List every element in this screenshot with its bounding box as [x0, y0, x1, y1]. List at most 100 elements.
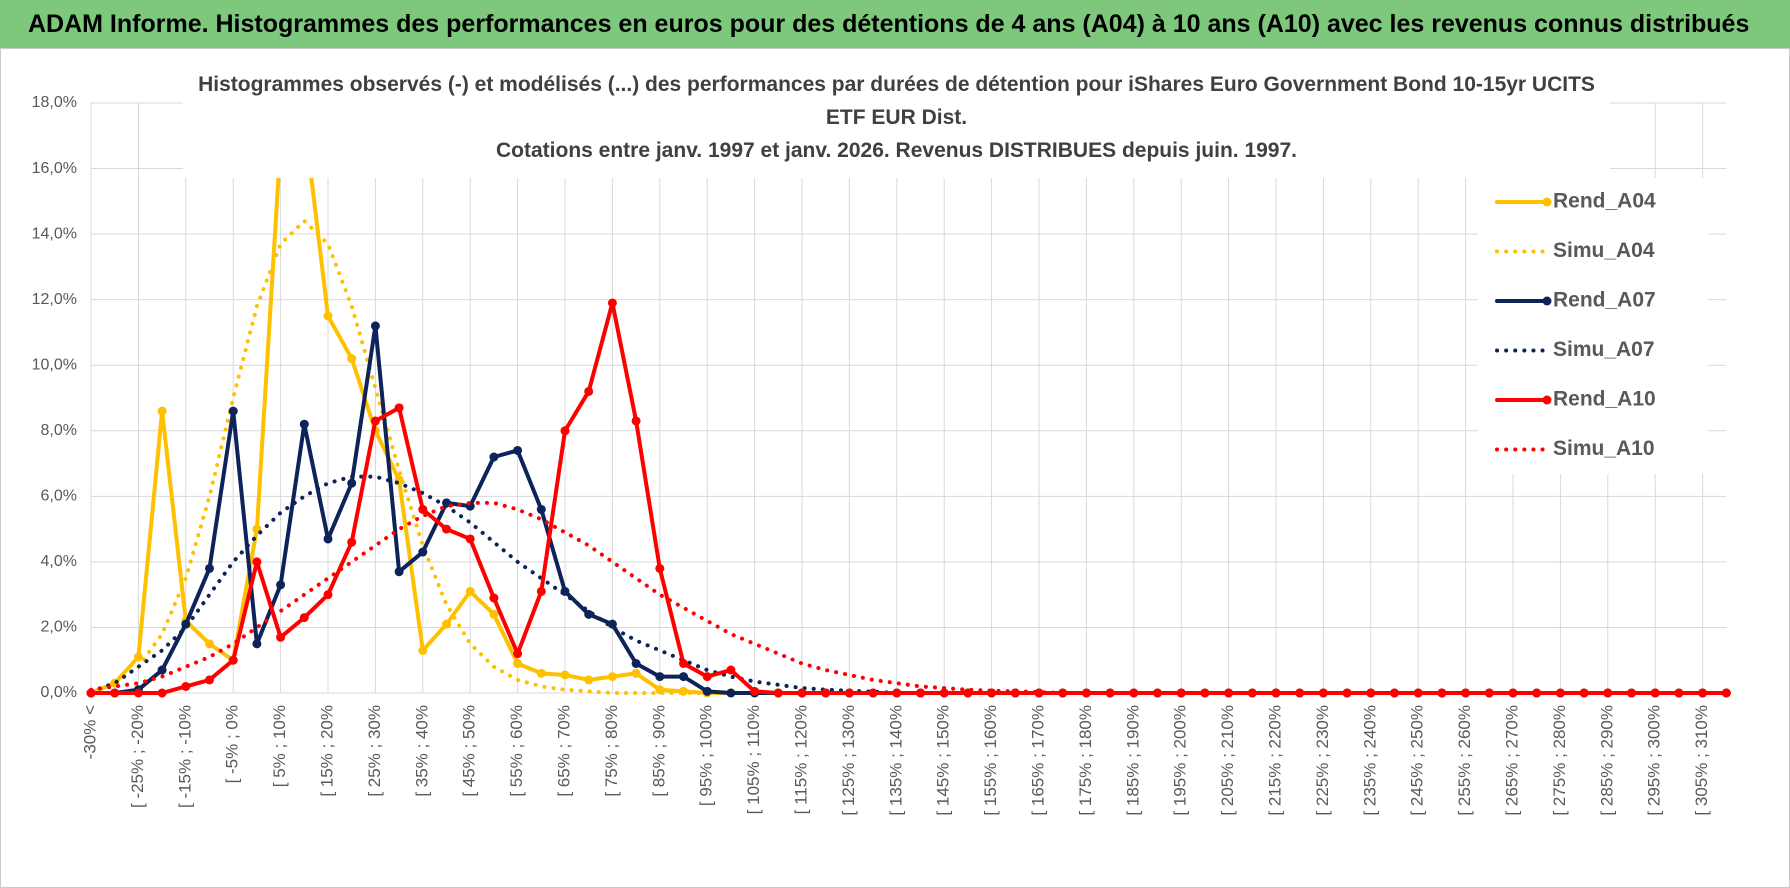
data-point — [205, 563, 214, 573]
data-point — [86, 688, 96, 698]
data-point — [205, 675, 214, 685]
data-point — [1342, 688, 1352, 698]
data-point — [892, 688, 902, 698]
y-tick-label: 16,0% — [32, 160, 77, 177]
x-tick-label: [ 105% ; 110% — [744, 705, 763, 814]
data-point — [133, 652, 143, 662]
data-point — [323, 590, 333, 600]
data-point — [513, 649, 523, 659]
data-point — [276, 632, 286, 642]
x-tick-label: [ 295% ; 300% — [1645, 705, 1664, 816]
chart-subtitle: Cotations entre janv. 1997 et janv. 2026… — [496, 139, 1297, 162]
data-point — [868, 688, 878, 698]
y-tick-label: 8,0% — [41, 422, 77, 439]
data-point — [1698, 688, 1708, 698]
data-point — [536, 586, 546, 596]
data-point — [679, 672, 688, 682]
data-point — [560, 670, 570, 680]
data-point — [133, 688, 143, 698]
data-point — [773, 688, 783, 698]
x-tick-label: [ 255% ; 260% — [1455, 705, 1474, 816]
data-point — [607, 672, 617, 682]
data-point — [489, 452, 499, 462]
data-point — [939, 688, 949, 698]
data-point — [418, 645, 428, 655]
x-tick-label: [ 25% ; 30% — [365, 705, 384, 797]
data-point — [1579, 688, 1589, 698]
data-point — [1627, 688, 1636, 698]
y-tick-label: 6,0% — [41, 488, 77, 505]
data-point — [370, 416, 380, 426]
data-point — [584, 386, 594, 396]
data-point — [252, 557, 262, 567]
data-point — [536, 504, 546, 514]
series-line — [89, 500, 1729, 695]
x-tick-label: -30% < — [80, 705, 99, 759]
y-tick-label: 12,0% — [32, 291, 77, 308]
y-tick-label: 14,0% — [32, 225, 77, 242]
series-line — [89, 474, 1729, 695]
x-tick-label: [ 305% ; 310% — [1692, 705, 1711, 816]
data-point — [607, 619, 617, 629]
data-point — [1674, 688, 1684, 698]
x-tick-label: [ 245% ; 250% — [1408, 705, 1427, 816]
data-point — [1437, 688, 1447, 698]
data-point — [1508, 688, 1518, 698]
data-point — [465, 534, 475, 544]
data-point — [1271, 688, 1281, 698]
x-tick-label: [ 35% ; 40% — [412, 705, 431, 797]
data-point — [1555, 688, 1565, 698]
x-tick-label: [ 55% ; 60% — [507, 705, 526, 797]
data-point — [631, 659, 641, 668]
data-point — [299, 419, 309, 429]
data-point — [489, 609, 499, 619]
x-tick-label: [ 145% ; 150% — [934, 705, 953, 816]
x-tick-label: [ -5% ; 0% — [223, 705, 242, 783]
data-point — [347, 537, 357, 547]
x-tick-label: [ 185% ; 190% — [1123, 705, 1142, 816]
x-tick-label: [ 75% ; 80% — [602, 705, 621, 797]
x-tick-label: [ 205% ; 210% — [1218, 705, 1237, 816]
x-tick-label: [ 275% ; 280% — [1550, 705, 1569, 816]
data-point — [1390, 688, 1399, 698]
data-point — [1461, 688, 1471, 698]
data-point — [607, 298, 617, 308]
data-point — [157, 406, 167, 416]
data-point — [205, 639, 214, 649]
data-point — [157, 688, 167, 698]
x-tick-label: [ 215% ; 220% — [1265, 705, 1284, 816]
data-point — [750, 686, 760, 696]
data-point — [418, 547, 428, 557]
data-point — [157, 665, 167, 675]
data-point — [1034, 688, 1044, 698]
x-tick-label: [ 5% ; 10% — [270, 705, 289, 787]
data-point — [702, 672, 712, 682]
data-point — [489, 593, 499, 603]
x-tick-label: [ 235% ; 240% — [1360, 705, 1379, 816]
legend-box — [1478, 178, 1708, 474]
x-tick-label: [ 285% ; 290% — [1597, 705, 1616, 816]
data-point — [797, 688, 807, 698]
x-tick-label: [ 265% ; 270% — [1502, 705, 1521, 816]
x-tick-label: [ -25% ; -20% — [128, 705, 147, 808]
x-tick-label: [ 15% ; 20% — [317, 705, 336, 797]
y-tick-label: 2,0% — [41, 619, 77, 636]
data-point — [1200, 688, 1210, 698]
data-point — [323, 534, 333, 544]
data-point — [584, 609, 594, 619]
data-point — [1010, 688, 1020, 698]
data-point — [1224, 688, 1234, 698]
data-point — [702, 686, 712, 696]
data-point — [465, 586, 475, 596]
header: ADAM Informe. Histogrammes des performan… — [0, 0, 1790, 48]
data-point — [631, 416, 641, 426]
data-point — [655, 672, 665, 682]
data-point — [1153, 688, 1162, 698]
x-tick-label: [ 65% ; 70% — [554, 705, 573, 797]
data-point — [631, 668, 641, 678]
data-point — [347, 354, 357, 364]
data-point — [442, 619, 451, 629]
data-point — [228, 406, 238, 416]
